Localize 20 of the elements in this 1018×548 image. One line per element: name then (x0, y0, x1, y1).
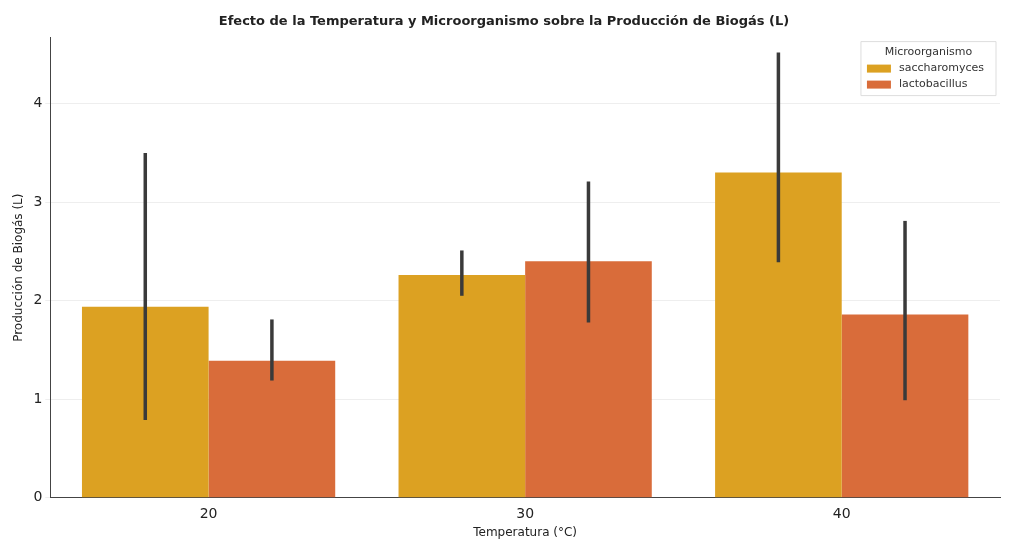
y-tick-label: 0 (33, 488, 43, 505)
bar (81, 306, 209, 498)
bar (398, 275, 526, 498)
y-tick-label: 1 (33, 389, 43, 406)
legend-label: saccharomyces (898, 61, 985, 75)
legend-label: lactobacillus (898, 77, 968, 91)
x-tick-label: 40 (832, 504, 851, 521)
y-tick-label: 3 (33, 192, 43, 209)
x-axis-title: Temperatura (°C) (472, 524, 578, 539)
chart-title: Efecto de la Temperatura y Microorganismo sobre la Producción de Biogás (L) (218, 13, 790, 29)
y-tick-label: 2 (33, 291, 43, 308)
x-tick-label: 30 (516, 504, 535, 521)
y-tick-label: 4 (33, 94, 43, 111)
legend-title: Microorganismo (884, 45, 973, 59)
bar (208, 360, 336, 498)
bar (841, 314, 969, 498)
y-axis-title: Producción de Biogás (L) (11, 193, 26, 342)
bar (715, 172, 842, 498)
bar (525, 261, 652, 498)
x-tick-label: 20 (199, 504, 218, 521)
